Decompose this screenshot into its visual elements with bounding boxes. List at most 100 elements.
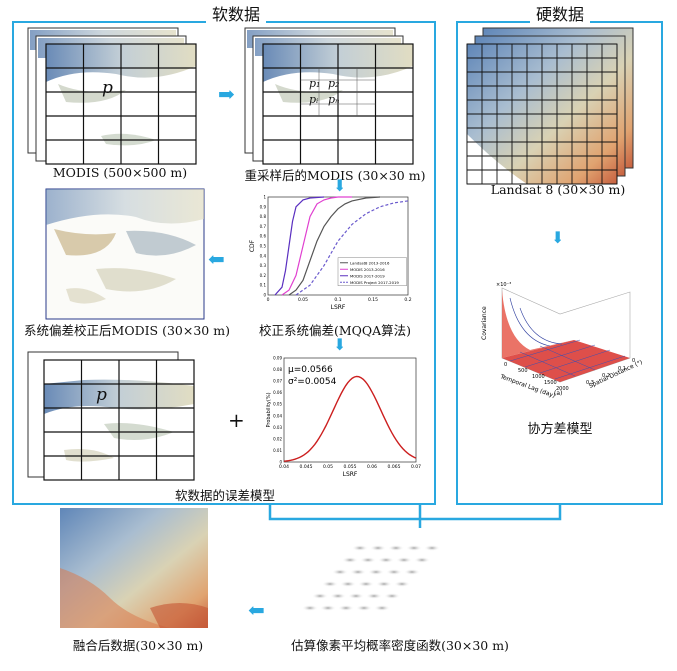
- cdf-series-line: [288, 196, 381, 296]
- stack-layer-front: [45, 43, 197, 165]
- corrected-modis-label: 系统偏差校正后MODIS (30×30 m): [24, 323, 230, 338]
- cov-x-tick-2: 1000: [532, 374, 545, 380]
- correction-label: 校正系统偏差(MQQA算法): [258, 323, 412, 338]
- cdf-x-tick: 0.2: [404, 297, 411, 303]
- modis-grid-stack: [27, 27, 197, 165]
- pdf-cloud-blob: [384, 593, 400, 599]
- cdf-y-tick: 0.1: [260, 283, 267, 288]
- pdf-cloud-blob: [352, 545, 368, 551]
- cdf-chart: 0 0.1 0.2 0.3 0.4 0.5 0.6 0.7 0.8 0.9 1 0 0.05 0.1 0.1…: [249, 195, 412, 312]
- arrow-right-1: ➡: [218, 82, 235, 106]
- pdf-cloud-blob: [424, 545, 440, 551]
- pdf-cloud-blob: [342, 557, 358, 563]
- pdf-x-tick: 0.06: [367, 464, 377, 470]
- pdf-cloud-blob: [378, 557, 394, 563]
- arrow-down-1: ⬇: [333, 176, 347, 195]
- pdf-y-tick: 0.05: [273, 402, 282, 407]
- pdf-y-tick: 0.06: [273, 390, 282, 395]
- cdf-y-tick: 0.5: [260, 244, 267, 249]
- pdf-cloud-blob: [348, 593, 364, 599]
- cdf-y-tick: 0.7: [260, 224, 267, 229]
- cdf-series-line: [281, 196, 352, 296]
- arrow-left-1: ⬅: [208, 247, 225, 271]
- error-grid: [27, 351, 195, 481]
- resampled-grid-stack: [244, 27, 414, 165]
- cdf-y-tick: 0.3: [260, 263, 267, 268]
- cov-panel-label: (a): [554, 390, 562, 397]
- pdf-cloud-blob: [356, 605, 372, 611]
- pdf-y-tick: 0.07: [273, 379, 282, 384]
- pdf-y-tick: 0.08: [273, 367, 282, 372]
- pdf-cloud-blob: [340, 581, 356, 587]
- cov-x-tick-1: 500: [518, 368, 528, 374]
- pdf-cloud-blob: [322, 581, 338, 587]
- resampled-modis-label: 重采样后的MODIS (30×30 m): [244, 168, 426, 183]
- landsat-label: Landsat 8 (30×30 m): [490, 182, 626, 197]
- arrow-left-2: ⬅: [248, 598, 265, 622]
- plus-sign: +: [228, 408, 245, 432]
- cdf-ylabel: CDF: [249, 239, 256, 252]
- pdf-chart: 0 0.01 0.02 0.03 0.04 0.05 0.06 0.07 0.08 0.09 0.0…: [266, 356, 421, 479]
- pdf-x-tick: 0.05: [323, 464, 333, 470]
- pdf-y-tick: 0.09: [273, 356, 282, 361]
- cdf-series-line: [295, 200, 409, 296]
- pdf-curve: [283, 375, 417, 462]
- cdf-legend-entry: MODIS Project 2017-2019: [350, 280, 399, 285]
- pdf-x-tick: 0.065: [388, 464, 401, 470]
- pdf-cloud-blob: [330, 593, 346, 599]
- cdf-y-tick: 0.2: [260, 273, 267, 278]
- pdf-cloud-blob: [320, 605, 336, 611]
- cdf-y-tick: 0.4: [260, 253, 267, 258]
- pdf-x-tick: 0.04: [279, 464, 289, 470]
- cov-x-tick-4: 2000: [556, 386, 569, 392]
- cdf-x-tick: 0: [267, 297, 270, 303]
- pdf-cloud-blob: [406, 545, 422, 551]
- error-model-label: 软数据的误差模型: [174, 488, 275, 503]
- cov-x-tick-3: 1500: [544, 380, 557, 386]
- cdf-legend-entry: MODIS 2017-2019: [350, 273, 385, 278]
- pdf-cloud-blob: [386, 569, 402, 575]
- covariance-label: 协方差模型: [527, 422, 593, 437]
- cdf-xlabel: LSRF: [331, 304, 346, 311]
- pdf-cloud-blob: [414, 557, 430, 563]
- sub-pixel-pn: pₙ: [328, 93, 340, 106]
- pdf-plot-area: [283, 357, 417, 463]
- pdf-cloud-blob: [394, 581, 410, 587]
- pdf-cloud-blob: [302, 605, 318, 611]
- pdf-cloud-blob: [358, 581, 374, 587]
- cdf-legend-entry: Landsat8 2013-2016: [350, 260, 390, 265]
- pdf-y-tick: 0.03: [273, 425, 282, 430]
- pdf-cloud-blob: [388, 545, 404, 551]
- cdf-x-tick: 0.15: [368, 297, 378, 303]
- cdf-series-line: [274, 196, 325, 296]
- fused-data-label: 融合后数据(30×30 m): [72, 638, 204, 653]
- cdf-y-tick: 0.8: [260, 214, 267, 219]
- cdf-legend-entry: MODIS 2013-2016: [350, 267, 385, 272]
- pdf-cloud-blob: [374, 605, 390, 611]
- cov-y-tick-0: 0: [632, 358, 635, 364]
- cdf-y-tick: 1: [263, 195, 266, 200]
- modis-label: MODIS (500×500 m): [52, 165, 188, 180]
- pdf-x-tick: 0.055: [344, 464, 357, 470]
- corrected-modis-map: [45, 188, 205, 320]
- pdf-y-tick: 0: [279, 460, 282, 465]
- covariance-surface: Covariance ×10⁻³ Temporal Lag (day) Spat…: [481, 282, 644, 400]
- hard-data-title: 硬数据: [530, 1, 590, 25]
- pixel-pdf-cloud: [302, 545, 440, 611]
- pdf-mu-text: μ=0.0566: [288, 365, 333, 375]
- pdf-cloud-blob: [360, 557, 376, 563]
- landsat-grid-stack: [466, 27, 634, 185]
- pdf-cloud-blob: [370, 545, 386, 551]
- cov-y-tick-1: 0.1: [618, 366, 626, 372]
- cdf-x-tick: 0.05: [298, 297, 308, 303]
- pdf-estimate-label: 估算像素平均概率密度函数(30×30 m): [291, 638, 509, 653]
- soft-data-title: 软数据: [206, 1, 266, 25]
- cdf-legend: [337, 257, 407, 286]
- pdf-y-tick: 0.04: [273, 413, 282, 418]
- pdf-cloud-blob: [350, 569, 366, 575]
- cdf-x-tick: 0.1: [334, 297, 341, 303]
- pdf-y-tick: 0.02: [273, 436, 282, 441]
- pdf-cloud-blob: [396, 557, 412, 563]
- pdf-x-tick: 0.045: [300, 464, 313, 470]
